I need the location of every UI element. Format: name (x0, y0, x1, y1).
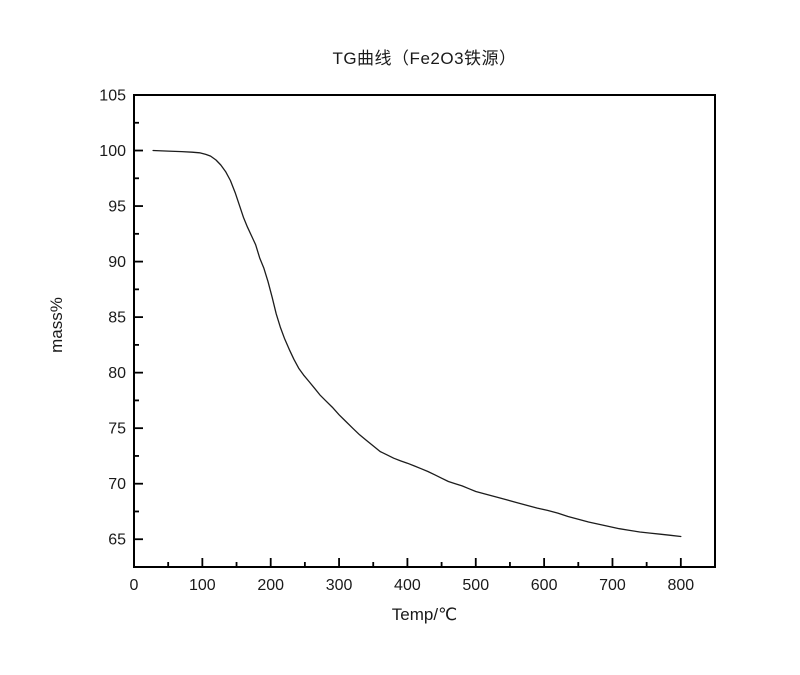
x-tick-label: 200 (257, 577, 284, 594)
y-tick-label: 85 (108, 310, 126, 327)
x-axis-title: Temp/℃ (391, 605, 458, 624)
x-tick-label: 300 (326, 577, 353, 594)
x-tick-label: 800 (667, 577, 694, 594)
tg-curve (152, 149, 682, 538)
y-tick-label: 95 (108, 199, 126, 216)
y-tick-label: 90 (108, 254, 126, 271)
x-tick-label: 700 (599, 577, 626, 594)
x-tick-label: 400 (394, 577, 421, 594)
y-tick-label: 75 (108, 421, 126, 438)
y-tick-label: 100 (99, 143, 126, 160)
y-tick-label: 65 (108, 532, 126, 549)
y-tick-label: 80 (108, 365, 126, 382)
x-tick-label: 100 (189, 577, 216, 594)
chart-title: TG曲线（Fe2O3铁源） (332, 49, 517, 68)
x-tick-label: 600 (531, 577, 558, 594)
x-tick-label: 500 (462, 577, 489, 594)
y-tick-label: 105 (99, 88, 126, 105)
x-tick-label: 0 (130, 577, 139, 594)
plot-frame (133, 94, 716, 568)
y-tick-label: 70 (108, 476, 126, 493)
